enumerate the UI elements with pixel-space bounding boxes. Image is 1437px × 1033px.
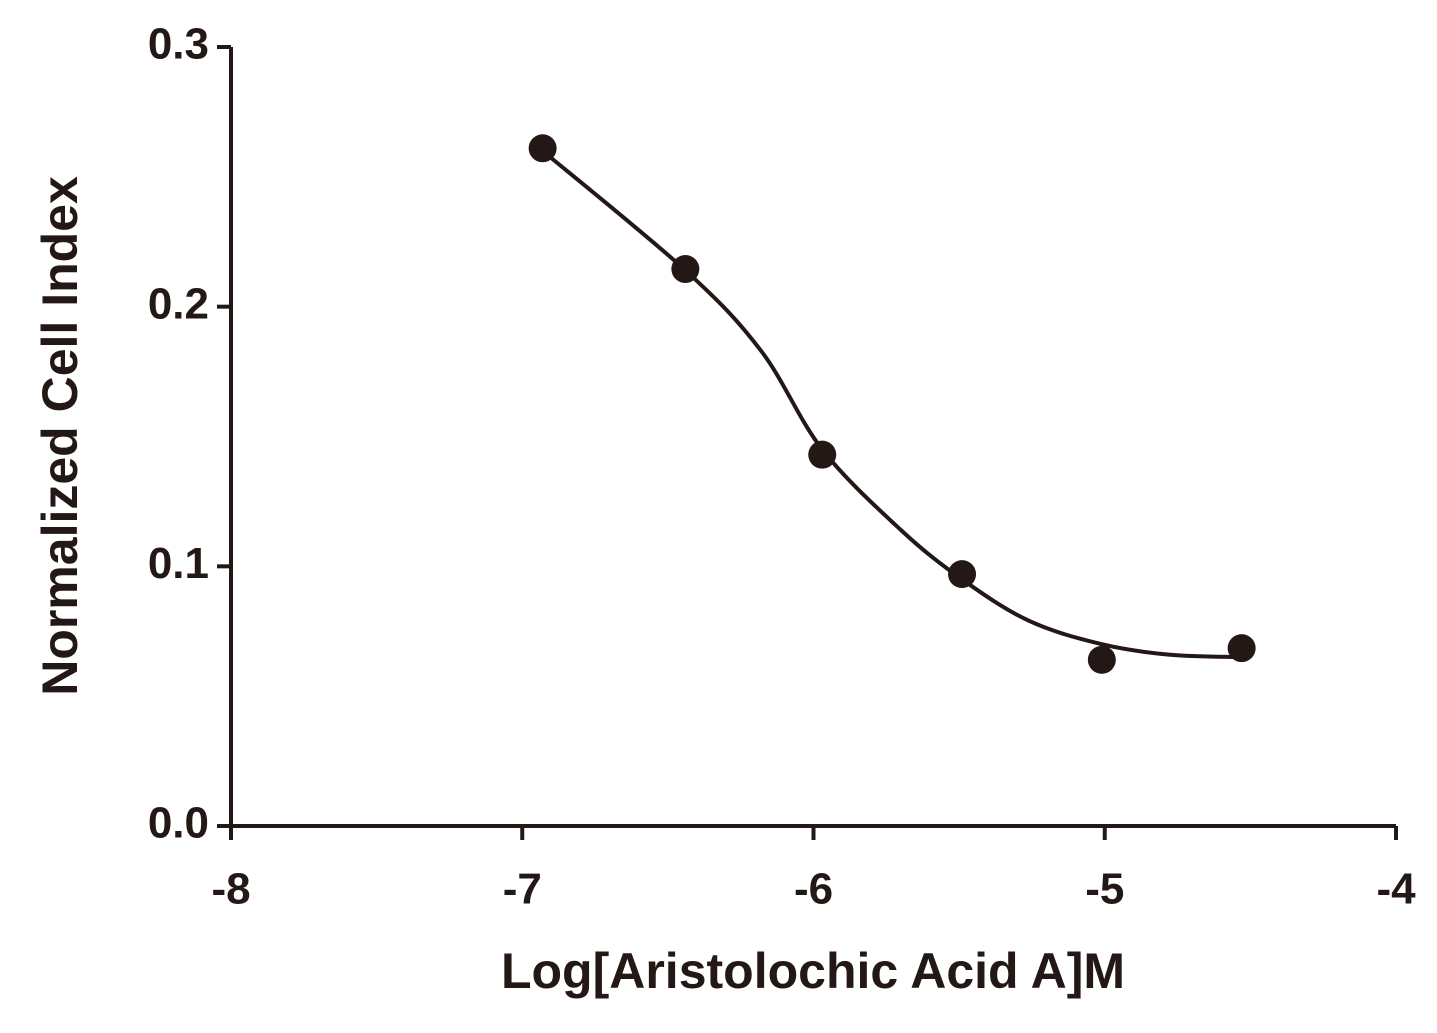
y-tick-label: 0.0 <box>148 799 209 848</box>
data-point <box>948 560 977 589</box>
data-point <box>1087 645 1116 674</box>
x-tick-label: -8 <box>211 865 250 914</box>
y-tick-label: 0.2 <box>148 279 209 328</box>
data-point <box>808 440 837 469</box>
fit-curve <box>541 149 1242 660</box>
x-tick-label: -4 <box>1376 865 1416 914</box>
y-tick-label: 0.3 <box>148 20 209 69</box>
x-tick-label: -5 <box>1085 865 1124 914</box>
data-point <box>1227 634 1256 663</box>
data-point <box>671 255 700 284</box>
y-axis-title: Normalized Cell Index <box>32 176 88 696</box>
x-axis-title: Log[Aristolochic Acid A]M <box>501 943 1125 999</box>
y-tick-label: 0.1 <box>148 539 209 588</box>
x-tick-label: -6 <box>794 865 833 914</box>
data-point <box>528 134 557 163</box>
x-tick-label: -7 <box>503 865 542 914</box>
